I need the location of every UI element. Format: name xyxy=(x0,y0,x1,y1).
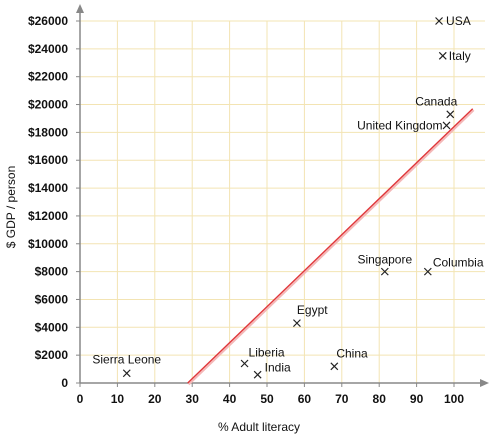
y-tick-label: $2000 xyxy=(35,348,69,362)
y-tick-label: $8000 xyxy=(35,265,69,279)
x-tick-label: 100 xyxy=(444,392,464,406)
grid-lines xyxy=(80,20,485,383)
point-label: Liberia xyxy=(249,346,285,360)
point-label: Singapore xyxy=(357,253,412,267)
trend-line-group xyxy=(187,108,475,386)
y-tick-label: $18000 xyxy=(28,125,68,139)
point-marker-stroke xyxy=(442,121,451,130)
x-tick-label: 10 xyxy=(111,392,125,406)
point-label: Italy xyxy=(449,49,471,63)
y-tick-label: $10000 xyxy=(28,237,68,251)
data-point: United Kingdom xyxy=(357,118,451,132)
y-tick-label: $6000 xyxy=(35,292,69,306)
x-tick-label: 40 xyxy=(223,392,237,406)
x-tick-label: 0 xyxy=(77,392,84,406)
point-label: Sierra Leone xyxy=(92,352,161,366)
point-marker-stroke xyxy=(292,319,301,328)
point-label: Canada xyxy=(415,94,457,108)
data-point: Canada xyxy=(415,94,458,119)
x-tick-label: 60 xyxy=(298,392,312,406)
y-tick-label: $26000 xyxy=(28,14,68,28)
data-point: Singapore xyxy=(357,253,412,276)
y-tick-label: $22000 xyxy=(28,70,68,84)
point-label: Columbia xyxy=(433,256,484,270)
x-tick-label: 90 xyxy=(410,392,424,406)
point-marker-stroke xyxy=(240,359,249,368)
x-tick-label: 70 xyxy=(335,392,349,406)
y-tick-label: $14000 xyxy=(28,181,68,195)
y-tick-label: $12000 xyxy=(28,209,68,223)
trend-line-shadow xyxy=(188,109,475,386)
point-marker-stroke xyxy=(438,51,447,60)
data-point: Liberia xyxy=(240,346,285,368)
x-tick-label: 50 xyxy=(260,392,274,406)
axes xyxy=(76,4,489,387)
y-tick-label: $20000 xyxy=(28,98,68,112)
data-point: Italy xyxy=(438,49,471,63)
y-axis-arrow xyxy=(76,4,84,13)
point-marker-stroke xyxy=(253,370,262,379)
x-tick-label: 20 xyxy=(148,392,162,406)
y-axis-title: $ GDP / person xyxy=(4,166,18,249)
point-marker-stroke xyxy=(423,267,432,276)
point-marker-stroke xyxy=(122,369,131,378)
point-label: India xyxy=(265,361,291,375)
y-tick-label: $4000 xyxy=(35,320,69,334)
data-point: India xyxy=(253,361,291,379)
data-points: USA Italy Canada United Kingdom Singapore Col… xyxy=(92,14,484,379)
y-tick-label: $16000 xyxy=(28,153,68,167)
trend-line xyxy=(187,108,474,384)
point-marker-stroke xyxy=(380,267,389,276)
point-label: United Kingdom xyxy=(357,118,442,132)
point-marker-stroke xyxy=(330,362,339,371)
y-tick-label: $24000 xyxy=(28,42,68,56)
point-label: USA xyxy=(446,14,471,28)
data-point: Sierra Leone xyxy=(92,352,161,378)
point-label: Egypt xyxy=(297,303,328,317)
x-axis-title: % Adult literacy xyxy=(218,420,300,434)
point-marker-stroke xyxy=(435,17,443,25)
x-tick-label: 80 xyxy=(373,392,387,406)
data-point: USA xyxy=(435,14,471,28)
data-point: China xyxy=(330,346,368,371)
data-point: Egypt xyxy=(292,303,328,328)
x-axis-arrow xyxy=(480,379,489,387)
point-marker-stroke xyxy=(446,110,455,119)
data-point: Columbia xyxy=(423,256,484,276)
point-label: China xyxy=(336,346,368,360)
x-tick-label: 30 xyxy=(186,392,200,406)
y-tick-label: 0 xyxy=(61,376,68,390)
tick-labels: 0 10 20 30 40 50 60 70 80 90 100 0 $2000 $4000 $6000 $8… xyxy=(28,14,464,406)
